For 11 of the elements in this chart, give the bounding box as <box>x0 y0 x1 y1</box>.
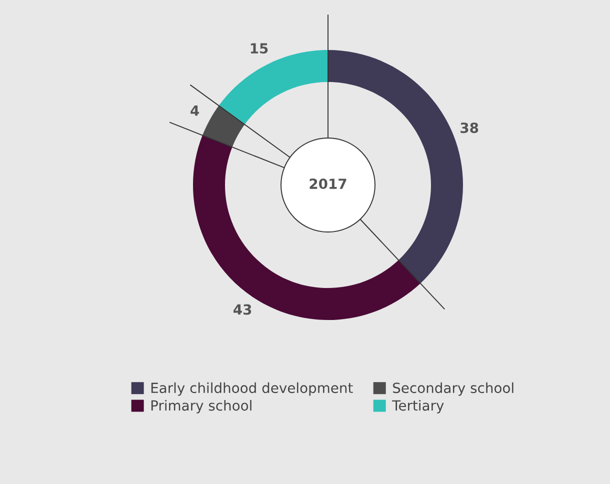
legend-label: Primary school <box>151 400 252 414</box>
donut-slice <box>202 106 245 148</box>
legend-label: Secondary school <box>392 382 514 396</box>
text: 2017 <box>310 178 346 190</box>
donut-slice <box>193 135 420 320</box>
data-label: 38 <box>460 122 478 134</box>
data-label: 4 <box>190 105 199 116</box>
legend-label: Early childhood development <box>151 382 353 396</box>
legend-label: Tertiary <box>392 400 444 414</box>
data-label: 43 <box>234 304 252 315</box>
data-label: 15 <box>250 43 268 54</box>
